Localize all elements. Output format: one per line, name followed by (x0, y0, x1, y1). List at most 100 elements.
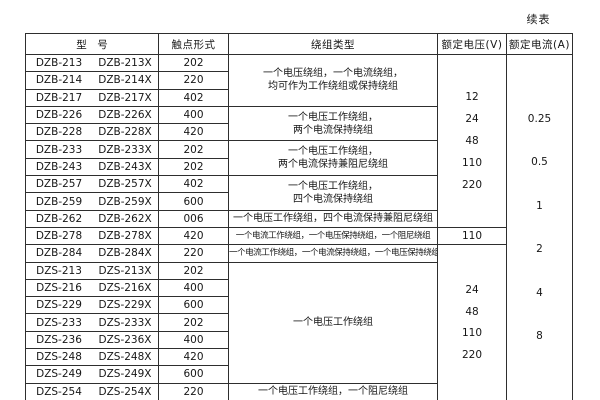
model-base: DZB-278 (35, 230, 83, 243)
contact-cell: 220 (158, 71, 229, 90)
table-row: DZS-233 DZS-233X 202 (25, 313, 573, 332)
model-variant: DZB-278X (98, 230, 152, 243)
model-base: DZB-214 (35, 74, 83, 87)
model-variant: DZS-229X (98, 299, 152, 312)
contact-cell: 006 (158, 209, 229, 228)
winding-line: 四个电流保持绕组 (293, 193, 373, 205)
winding-line: 均可作为工作绕组或保持绕组 (268, 81, 398, 93)
contact-cell: 402 (158, 88, 229, 107)
model-cell: DZS-248 DZS-248X (25, 348, 159, 367)
winding-line: 一个电压工作绕组 (293, 317, 373, 329)
model-cell: DZS-229 DZS-229X (25, 296, 159, 315)
contact-cell: 420 (158, 123, 229, 142)
contact-cell: 202 (158, 140, 229, 159)
voltage-value: 220 (461, 178, 483, 191)
current-value: 0.25 (527, 112, 552, 125)
contact-cell: 400 (158, 278, 229, 298)
model-variant: DZB-226X (98, 109, 152, 122)
contact-cell: 202 (158, 261, 229, 280)
table-row: DZS-254 DZS-254X 220 一个电压工作绕组，一个阻尼绕组 (25, 382, 573, 400)
table-row: DZB-259 DZB-259X 600 (25, 192, 573, 211)
winding-cell: 一个电流工作绕组，一个电压保持绕组，一个阻尼绕组 (228, 226, 438, 246)
model-cell: DZS-236 DZS-236X (25, 330, 159, 350)
winding-cell: 一个电压工作绕组，一个阻尼绕组 (228, 382, 438, 400)
contact-cell: 420 (158, 226, 229, 246)
voltage-value: 110 (461, 327, 483, 340)
model-variant: DZB-214X (98, 74, 152, 87)
voltage-value: 48 (465, 305, 479, 318)
voltage-cell: 110 (437, 226, 507, 246)
winding-cell: 一个电压绕组，一个电流绕组， 均可作为工作绕组或保持绕组 (228, 54, 438, 107)
table-row: DZS-236 DZS-236X 400 (25, 330, 573, 350)
model-variant: DZS-233X (98, 316, 152, 329)
voltage-value: 24 (465, 113, 479, 126)
voltage-value: 48 (465, 134, 479, 147)
current-value: 2 (536, 243, 543, 256)
model-variant: DZB-257X (98, 178, 152, 191)
model-cell: DZB-213 DZB-213X (25, 53, 159, 73)
continued-table-label: 续表 (526, 13, 551, 26)
winding-line: 一个电压工作绕组， (288, 146, 378, 158)
contact-cell: 420 (158, 348, 229, 367)
contact-cell: 400 (158, 105, 229, 125)
table-row: DZB-284 DZB-284X 220 一个电流工作绕组，一个电流保持绕组，一… (25, 244, 573, 400)
model-variant: DZS-248X (98, 351, 152, 364)
model-variant: DZB-259X (98, 195, 152, 208)
model-variant: DZS-254X (98, 385, 152, 398)
table-row: DZB-213 DZB-213X 202 一个电压绕组，一个电流绕组， 均可作为… (25, 53, 573, 400)
table-row: DZB-217 DZB-217X 402 (25, 88, 573, 107)
winding-line: 两个电流保持兼阻尼绕组 (278, 159, 388, 171)
model-cell: DZS-249 DZS-249X (25, 365, 159, 384)
contact-cell: 600 (158, 296, 229, 315)
winding-cell: 一个电压工作绕组 (228, 261, 438, 384)
model-base: DZB-259 (35, 195, 83, 208)
model-variant: DZB-217X (98, 91, 152, 104)
model-base: DZS-216 (36, 282, 82, 294)
winding-line: 一个电压绕组，一个电流绕组， (263, 68, 403, 80)
model-base: DZB-213 (35, 57, 83, 70)
col-header-voltage: 额定电压(V) (437, 33, 507, 55)
voltage-cell: 24 48 110 220 (437, 244, 507, 400)
model-cell: DZB-217 DZB-217X (25, 88, 159, 107)
model-base: DZB-243 (35, 160, 83, 173)
current-value: 4 (536, 286, 543, 299)
voltage-value: 24 (465, 283, 479, 296)
model-variant: DZB-213X (98, 57, 152, 70)
model-cell: DZB-243 DZB-243X (25, 157, 159, 177)
contact-cell: 400 (158, 330, 229, 350)
table-row: DZB-233 DZB-233X 202 一个电压工作绕组， 两个电流保持兼阻尼… (25, 140, 573, 177)
contact-cell: 600 (158, 192, 229, 211)
model-base: DZS-213 (36, 264, 82, 277)
winding-cell: 一个电压工作绕组， 两个电流保持兼阻尼绕组 (228, 140, 438, 177)
voltage-value: 220 (461, 349, 483, 362)
model-cell: DZB-233 DZB-233X (25, 140, 159, 159)
model-base: DZS-236 (36, 333, 82, 346)
model-base: DZB-233 (35, 143, 83, 156)
table-row: DZS-229 DZS-229X 600 (25, 296, 573, 315)
contact-cell: 202 (158, 53, 229, 73)
table-row: DZB-214 DZB-214X 220 (25, 71, 573, 90)
model-cell: DZB-214 DZB-214X (25, 71, 159, 90)
model-variant: DZB-228X (98, 126, 152, 139)
model-variant: DZS-213X (98, 264, 152, 277)
current-value: 1 (536, 199, 543, 212)
current-value: 8 (536, 330, 543, 343)
model-variant: DZB-243X (98, 160, 152, 173)
col-header-current: 额定电流(A) (506, 33, 573, 55)
model-base: DZS-229 (36, 299, 82, 312)
model-cell: DZS-216 DZS-216X (25, 278, 159, 298)
voltage-value: 12 (465, 91, 479, 104)
contact-cell: 220 (158, 382, 229, 400)
model-cell: DZB-278 DZB-278X (25, 226, 159, 246)
winding-line: 一个电压工作绕组， (288, 180, 378, 192)
model-base: DZB-284 (35, 247, 83, 260)
model-base: DZB-228 (35, 126, 83, 139)
voltage-cell: 12 24 48 110 220 (437, 54, 507, 228)
table-row: DZS-249 DZS-249X 600 (25, 365, 573, 384)
model-base: DZB-262 (35, 212, 83, 225)
model-base: DZS-249 (36, 368, 82, 381)
current-cell: 0.25 0.5 1 2 4 8 (506, 54, 573, 400)
model-cell: DZB-259 DZB-259X (25, 192, 159, 211)
contact-cell: 220 (158, 244, 229, 263)
